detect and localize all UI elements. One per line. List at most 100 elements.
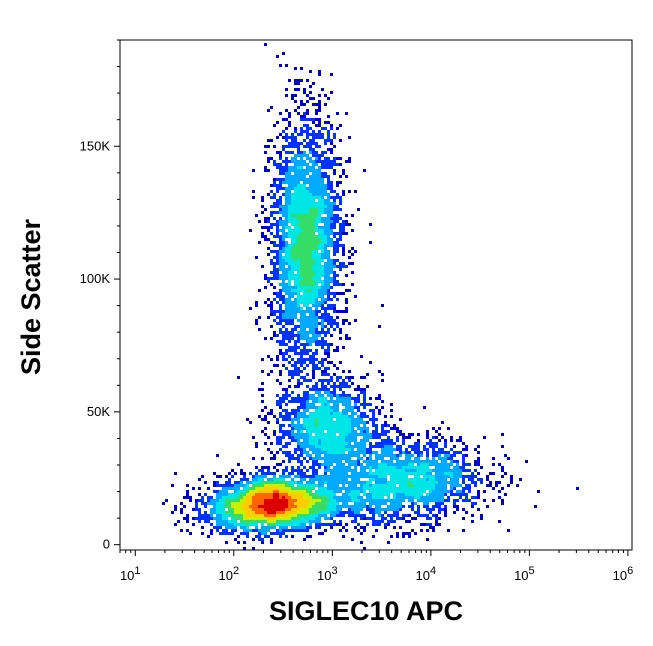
event-dot xyxy=(384,448,387,451)
event-dot xyxy=(297,520,300,523)
event-dot xyxy=(336,511,339,514)
event-dot xyxy=(348,508,351,511)
event-dot xyxy=(300,319,303,322)
event-dot xyxy=(342,526,345,529)
event-dot xyxy=(204,502,207,505)
event-dot xyxy=(309,421,312,424)
event-dot xyxy=(375,529,378,532)
event-dot xyxy=(351,229,354,232)
event-dot xyxy=(453,472,456,475)
event-dot xyxy=(261,490,264,493)
event-dot xyxy=(327,436,330,439)
event-dot xyxy=(282,241,285,244)
event-dot xyxy=(354,295,357,298)
event-dot xyxy=(375,520,378,523)
event-dot xyxy=(336,409,339,412)
event-dot xyxy=(321,193,324,196)
event-dot xyxy=(444,442,447,445)
event-dot xyxy=(300,280,303,283)
event-dot xyxy=(261,502,264,505)
event-dot xyxy=(339,529,342,532)
event-dot xyxy=(321,253,324,256)
event-dot xyxy=(243,490,246,493)
event-dot xyxy=(393,454,396,457)
event-dot xyxy=(288,196,291,199)
event-dot xyxy=(282,388,285,391)
event-dot xyxy=(231,532,234,535)
event-dot xyxy=(321,202,324,205)
event-dot xyxy=(306,493,309,496)
event-dot xyxy=(261,517,264,520)
event-dot xyxy=(330,400,333,403)
event-dot xyxy=(309,235,312,238)
event-dot xyxy=(297,517,300,520)
event-dot xyxy=(423,466,426,469)
event-dot xyxy=(288,160,291,163)
event-dot xyxy=(459,436,462,439)
event-dot xyxy=(303,331,306,334)
event-dot xyxy=(402,484,405,487)
event-dot xyxy=(510,481,513,484)
event-dot xyxy=(279,244,282,247)
x-tick-exponent: 5 xyxy=(529,565,535,577)
event-dot xyxy=(321,358,324,361)
event-dot xyxy=(369,448,372,451)
event-dot xyxy=(324,208,327,211)
event-dot xyxy=(426,484,429,487)
event-dot xyxy=(333,199,336,202)
event-dot xyxy=(261,418,264,421)
event-dot xyxy=(231,496,234,499)
event-dot xyxy=(315,307,318,310)
event-dot xyxy=(294,340,297,343)
event-dot xyxy=(303,319,306,322)
event-dot xyxy=(399,526,402,529)
event-dot xyxy=(318,520,321,523)
event-dot xyxy=(279,514,282,517)
event-dot xyxy=(408,478,411,481)
event-dot xyxy=(288,211,291,214)
event-dot xyxy=(315,163,318,166)
event-dot xyxy=(300,310,303,313)
event-dot xyxy=(225,502,228,505)
event-dot xyxy=(297,445,300,448)
event-dot xyxy=(339,439,342,442)
event-dot xyxy=(312,169,315,172)
event-dot xyxy=(369,496,372,499)
event-dot xyxy=(300,451,303,454)
event-dot xyxy=(279,289,282,292)
event-dot xyxy=(327,409,330,412)
event-dot xyxy=(342,481,345,484)
event-dot xyxy=(333,469,336,472)
event-dot xyxy=(369,490,372,493)
event-dot xyxy=(219,493,222,496)
event-dot xyxy=(435,502,438,505)
event-dot xyxy=(264,508,267,511)
event-dot xyxy=(321,88,324,91)
event-dot xyxy=(345,175,348,178)
y-tick-label: 150K xyxy=(80,138,111,153)
event-dot xyxy=(312,175,315,178)
event-dot xyxy=(321,283,324,286)
event-dot xyxy=(387,439,390,442)
event-dot xyxy=(297,373,300,376)
event-dot xyxy=(387,484,390,487)
event-dot xyxy=(474,460,477,463)
event-dot xyxy=(318,478,321,481)
event-dot xyxy=(204,511,207,514)
event-dot xyxy=(291,193,294,196)
event-dot xyxy=(327,454,330,457)
event-dot xyxy=(330,181,333,184)
event-dot xyxy=(279,304,282,307)
event-dot xyxy=(300,412,303,415)
event-dot xyxy=(303,436,306,439)
event-dot xyxy=(468,469,471,472)
event-dot xyxy=(483,490,486,493)
event-dot xyxy=(267,448,270,451)
event-dot xyxy=(309,187,312,190)
event-dot xyxy=(243,514,246,517)
event-dot xyxy=(441,484,444,487)
event-dot xyxy=(477,478,480,481)
event-dot xyxy=(291,535,294,538)
event-dot xyxy=(309,415,312,418)
event-dot xyxy=(381,454,384,457)
